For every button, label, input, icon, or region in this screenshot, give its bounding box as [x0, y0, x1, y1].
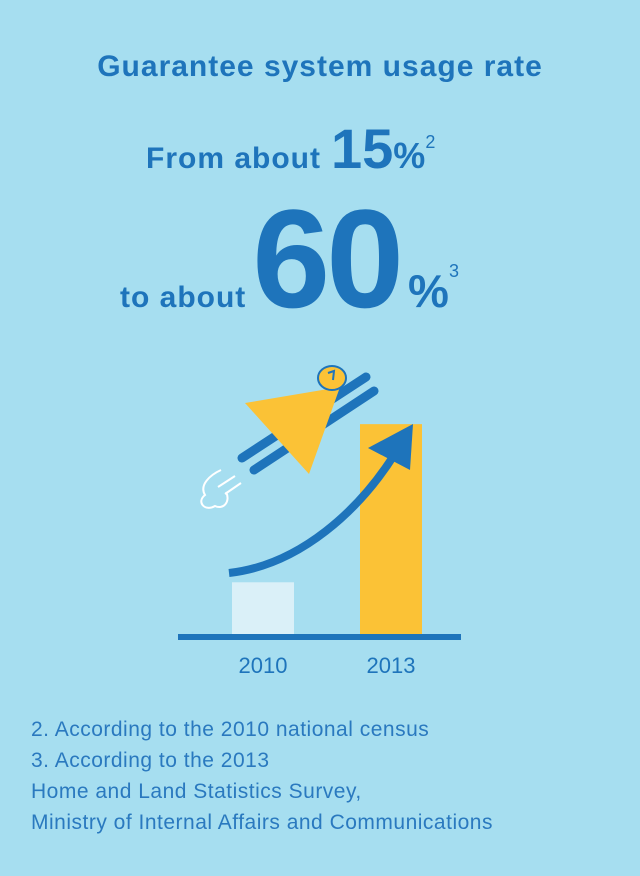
x-tick-labels: 2010 2013 — [239, 653, 416, 678]
to-text: to about — [120, 281, 247, 314]
footnote-3-source: Home and Land Statistics Survey, — [31, 780, 362, 803]
x-label-2013: 2013 — [367, 653, 416, 678]
x-label-2010: 2010 — [239, 653, 288, 678]
rising-arrow-icon — [228, 424, 413, 577]
to-unit: % — [408, 265, 449, 317]
from-text: From about — [146, 142, 321, 175]
footnotes: 2. According to the 2010 national census… — [31, 714, 493, 838]
headline-from: From about 15%2 — [146, 116, 435, 181]
to-footnote-ref: 3 — [448, 261, 459, 281]
headline-to: to about60 %3 — [120, 178, 459, 340]
from-unit: % — [393, 135, 426, 176]
from-footnote-ref: 2 — [425, 132, 436, 152]
usage-rate-chart: 2010 2013 — [178, 365, 461, 678]
from-value: 15 — [331, 117, 394, 180]
rocket-bell-icon — [200, 365, 379, 509]
bar-2010 — [232, 582, 294, 635]
footnote-3: 3. According to the 2013 — [31, 749, 270, 772]
footnote-3-ministry: Ministry of Internal Affairs and Communi… — [31, 811, 493, 834]
page-title: Guarantee system usage rate — [97, 50, 543, 83]
footnote-2: 2. According to the 2010 national census — [31, 718, 430, 741]
to-value: 60 — [252, 180, 404, 337]
